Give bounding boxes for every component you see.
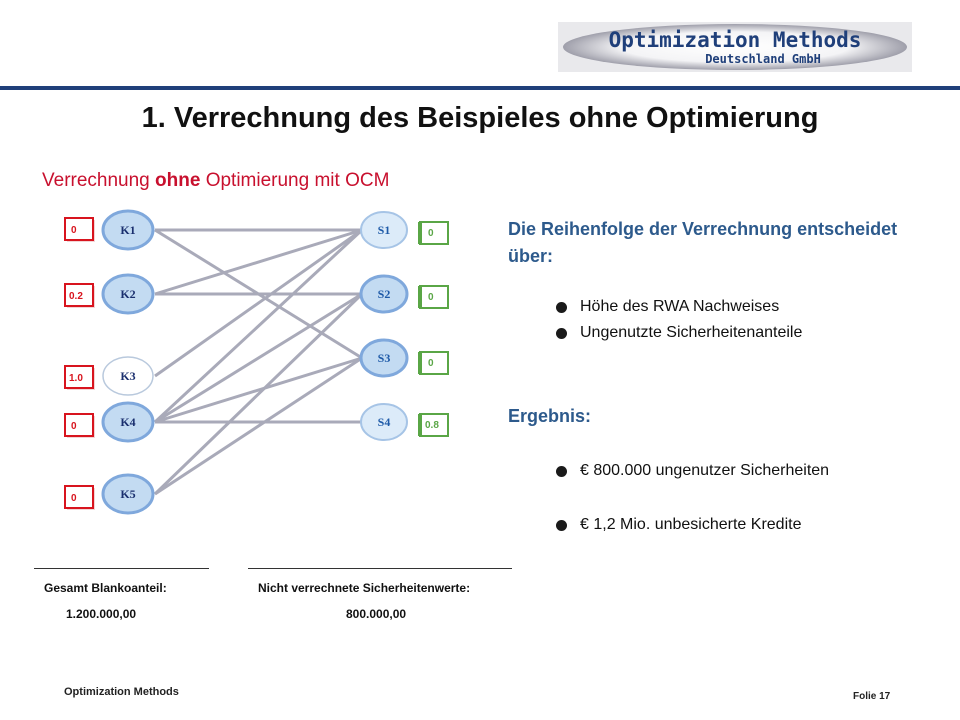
security-value-box-s1: 0 <box>418 221 449 245</box>
credit-value: 1.0 <box>69 373 83 384</box>
unused-collateral-value: 800.000,00 <box>346 607 407 621</box>
result-item: € 1,2 Mio. unbesicherte Kredite <box>556 516 801 534</box>
slide-number: Folie 17 <box>853 691 891 702</box>
security-label: S2 <box>378 287 391 301</box>
security-value: 0 <box>428 358 434 369</box>
security-value: 0 <box>428 228 434 239</box>
security-value-box-s3: 0 <box>418 351 449 375</box>
credit-label: K2 <box>120 287 135 301</box>
bullet-icon <box>556 327 567 339</box>
security-node-s1: S1 <box>360 211 408 249</box>
logo-line1: Optimization Methods <box>609 28 862 52</box>
blank-share-value: 1.200.000,00 <box>66 607 137 621</box>
bullet-icon <box>556 519 567 531</box>
diagram-subtitle: Verrechnung ohne Optimierung mit OCM <box>42 170 389 192</box>
bullet-icon <box>556 465 567 477</box>
security-label: S1 <box>378 223 391 237</box>
credit-node-k5: K5 <box>101 473 155 515</box>
security-node-s2: S2 <box>359 274 409 314</box>
credit-value-box-k2: 0.2 <box>64 283 95 308</box>
edge-k4-s2 <box>154 292 363 424</box>
credit-node-k3: K3 <box>102 356 154 396</box>
credit-node-k2: K2 <box>101 273 155 315</box>
security-node-s4: S4 <box>360 403 408 441</box>
security-label: S4 <box>378 415 391 429</box>
credit-value: 0 <box>71 421 77 432</box>
edge-k4-s1 <box>153 228 364 424</box>
security-value-box-s4: 0.8 <box>418 413 449 437</box>
credit-value-box-k3: 1.0 <box>64 365 95 390</box>
criteria-item: Höhe des RWA Nachweises <box>556 298 779 316</box>
bullet-icon <box>556 301 567 313</box>
credit-value-box-k1: 0 <box>64 217 95 242</box>
credit-label: K3 <box>120 369 135 383</box>
security-node-s3: S3 <box>359 338 409 378</box>
summary-rule-left <box>34 568 209 569</box>
result-text: € 1,2 Mio. unbesicherte Kredite <box>580 516 802 533</box>
edge-k3-s1 <box>154 228 363 378</box>
credit-value-box-k5: 0 <box>64 485 95 510</box>
edge-k5-s2 <box>153 292 364 496</box>
credit-label: K4 <box>120 415 135 429</box>
edge-k5-s3 <box>154 356 363 496</box>
security-value: 0 <box>428 292 434 303</box>
summary-rule-right <box>248 568 512 569</box>
edge-k4-s3 <box>154 356 363 424</box>
criteria-text: Höhe des RWA Nachweises <box>580 298 780 315</box>
result-item: € 800.000 ungenutzer Sicherheiten <box>556 462 829 480</box>
unused-collateral-label: Nicht verrechnete Sicherheitenwerte: <box>258 581 471 595</box>
slide-title: 1. Verrechnung des Beispieles ohne Optim… <box>141 102 819 134</box>
allocation-network-diagram: K1 K2 K3 K4 K5 S1 S2 S3 S4 0 0.2 <box>64 209 449 515</box>
credit-value-box-k4: 0 <box>64 413 95 438</box>
subtitle-emphasis: ohne <box>155 170 201 191</box>
header-rule <box>0 86 960 90</box>
credit-value: 0 <box>71 493 77 504</box>
connection-lines <box>153 228 364 496</box>
result-text: € 800.000 ungenutzer Sicherheiten <box>580 462 830 479</box>
security-value: 0.8 <box>425 420 439 431</box>
credit-value: 0.2 <box>69 291 83 302</box>
logo-line2: Deutschland GmbH <box>705 52 821 66</box>
credit-node-k1: K1 <box>101 209 155 251</box>
credit-value: 0 <box>71 225 77 236</box>
credit-node-k4: K4 <box>101 401 155 443</box>
security-label: S3 <box>378 351 391 365</box>
credit-label: K5 <box>120 487 135 501</box>
security-value-box-s2: 0 <box>418 285 449 309</box>
subtitle-pre: Verrechnung <box>42 170 156 191</box>
criteria-item: Ungenutzte Sicherheitenanteile <box>556 324 802 342</box>
edge-k2-s1 <box>154 228 363 296</box>
footer-company: Optimization Methods <box>64 686 179 698</box>
subtitle-post: Optimierung mit OCM <box>200 170 390 191</box>
criteria-heading: Die Reihenfolge der Verrechnung entschei… <box>508 219 898 266</box>
blank-share-label: Gesamt Blankoanteil: <box>44 581 167 595</box>
criteria-text: Ungenutzte Sicherheitenanteile <box>580 324 803 341</box>
result-heading: Ergebnis: <box>508 406 592 426</box>
credit-label: K1 <box>120 223 135 237</box>
company-logo: Optimization Methods Deutschland GmbH <box>558 22 912 72</box>
